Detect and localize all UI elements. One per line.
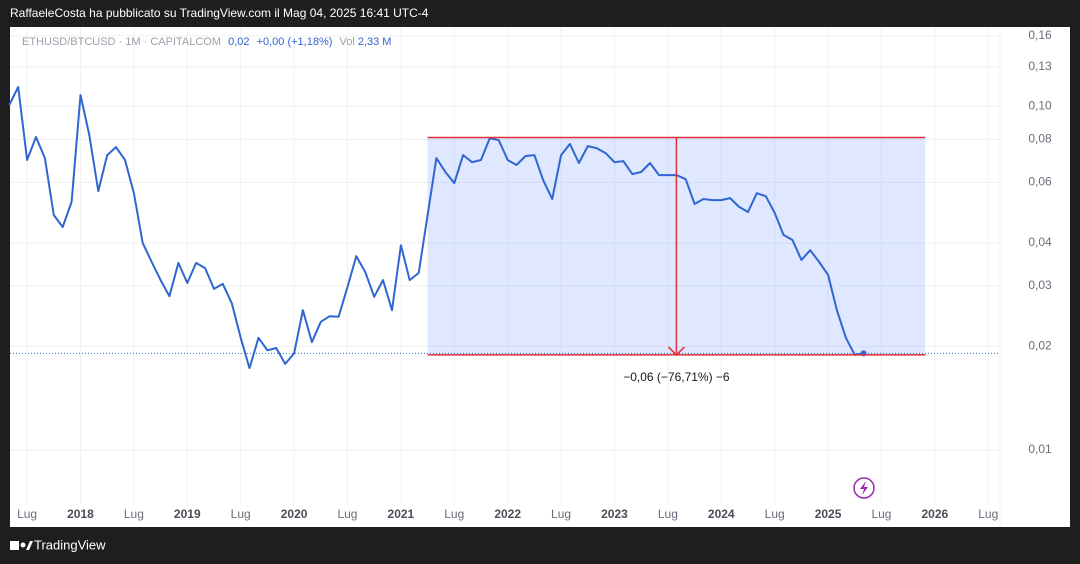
y-tick-label: 0,10 <box>1028 98 1052 112</box>
x-tick-label: Lug <box>337 507 357 521</box>
chart-panel <box>10 27 1070 527</box>
x-tick-label: Lug <box>765 507 785 521</box>
y-tick-label: 0,06 <box>1028 175 1052 189</box>
y-tick-label: 0,02 <box>1028 339 1052 353</box>
brand: TradingView <box>34 537 106 552</box>
flash-icon[interactable] <box>853 477 875 499</box>
x-tick-label: 2026 <box>922 507 949 521</box>
x-tick-label: Lug <box>231 507 251 521</box>
x-tick-label: 2022 <box>494 507 521 521</box>
x-tick-label: Lug <box>124 507 144 521</box>
legend: ETHUSD/BTCUSD · 1M · CAPITALCOM 0,02 +0,… <box>22 36 391 48</box>
last-price: 0,02 <box>228 36 249 48</box>
x-tick-label: Lug <box>551 507 571 521</box>
range-label: −0,06 (−76,71%) −6 <box>623 370 730 384</box>
x-tick-label: 2023 <box>601 507 628 521</box>
flash-bolt <box>860 481 868 495</box>
x-tick-label: Lug <box>17 507 37 521</box>
y-tick-label: 0,13 <box>1028 59 1052 73</box>
x-tick-label: 2018 <box>67 507 94 521</box>
range-arrowhead <box>667 346 685 356</box>
x-tick-label: Lug <box>871 507 891 521</box>
header: RaffaeleCosta ha pubblicato su TradingVi… <box>10 6 429 20</box>
x-tick-label: 2025 <box>815 507 842 521</box>
x-tick-label: 2020 <box>281 507 308 521</box>
x-tick-label: Lug <box>978 507 998 521</box>
volume: 2,33 M <box>358 36 392 48</box>
y-tick-label: 0,04 <box>1028 235 1052 249</box>
x-tick-label: 2019 <box>174 507 201 521</box>
y-tick-label: 0,03 <box>1028 278 1052 292</box>
x-tick-label: 2024 <box>708 507 735 521</box>
series-line <box>8 86 864 370</box>
x-tick-label: 2021 <box>388 507 415 521</box>
x-tick-label: Lug <box>658 507 678 521</box>
y-tick-label: 0,01 <box>1028 442 1052 456</box>
symbol: ETHUSD/BTCUSD · 1M · CAPITALCOM <box>22 36 221 48</box>
brand-logo <box>10 541 33 550</box>
y-tick-label: 0,16 <box>1028 28 1052 42</box>
y-tick-label: 0,08 <box>1028 132 1052 146</box>
volume-label: Vol <box>339 36 354 48</box>
x-tick-label: Lug <box>444 507 464 521</box>
change: +0,00 (+1,18%) <box>257 36 333 48</box>
